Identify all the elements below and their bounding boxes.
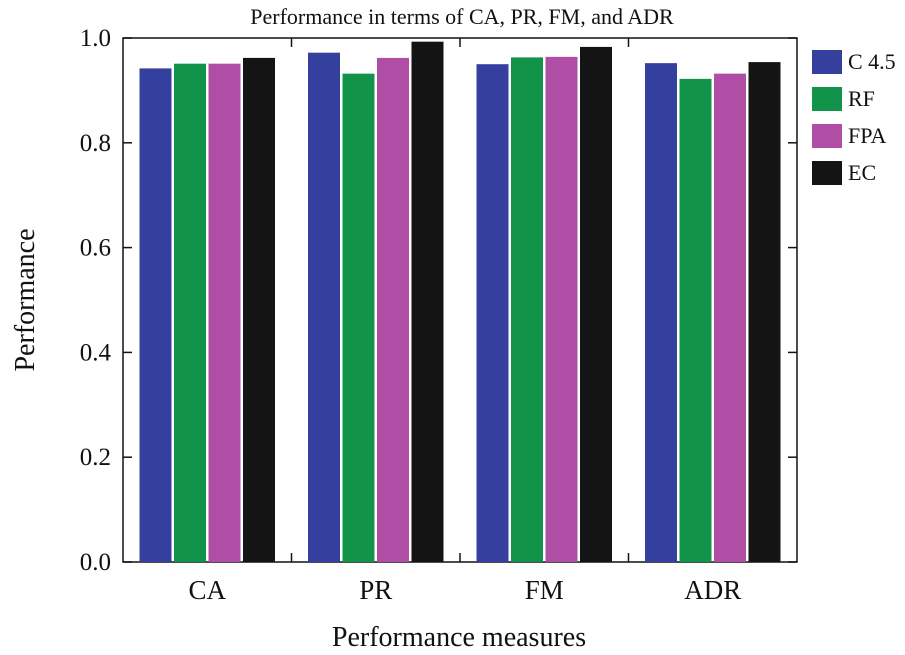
bar-pr-c45: [308, 52, 340, 563]
bar-fm-rf: [511, 57, 543, 562]
x-tick-label: FM: [525, 575, 564, 605]
bar-fm-ec: [580, 46, 612, 562]
chart-title: Performance in terms of CA, PR, FM, and …: [250, 4, 674, 29]
bar-ca-rf: [174, 63, 206, 563]
bar-adr-rf: [679, 78, 712, 562]
x-axis-title: Performance measures: [332, 622, 586, 653]
bar-ca-fpa: [208, 63, 241, 563]
legend-label: C 4.5: [848, 49, 896, 74]
bar-fm-c45: [476, 64, 509, 562]
bar-pr-ec: [411, 41, 444, 563]
legend-swatch: [812, 161, 842, 185]
legend-swatch: [812, 50, 842, 74]
y-tick-label: 0.6: [80, 235, 111, 262]
legend-swatch: [812, 87, 842, 111]
x-tick-label: CA: [188, 575, 226, 605]
bars: [139, 41, 781, 563]
legend-label: EC: [848, 160, 876, 185]
bar-adr-ec: [748, 62, 781, 562]
bar-ca-ec: [243, 57, 275, 563]
bar-adr-c45: [645, 63, 677, 562]
bar-fm-fpa: [545, 56, 578, 562]
legend-label: RF: [848, 86, 875, 111]
bar-ca-c45: [139, 68, 172, 562]
legend-label: FPA: [848, 123, 886, 148]
y-tick-label: 1.0: [80, 25, 111, 52]
bar-pr-rf: [342, 73, 375, 563]
x-tick-label: ADR: [684, 575, 741, 605]
y-axis-title: Performance: [10, 228, 41, 371]
bar-adr-fpa: [714, 73, 746, 563]
y-tick-label: 0.2: [80, 444, 111, 471]
bar-pr-fpa: [377, 57, 409, 563]
y-tick-label: 0.4: [80, 339, 112, 366]
y-axis: 0.0 0.2 0.4 0.6 0.8 1.0: [80, 25, 797, 576]
legend-swatch: [812, 124, 842, 148]
y-tick-label: 0.0: [80, 549, 111, 576]
legend: C 4.5 RF FPA EC: [812, 49, 896, 185]
x-tick-label: PR: [359, 575, 392, 605]
y-tick-label: 0.8: [80, 130, 111, 157]
x-axis: CA PR FM ADR: [188, 38, 741, 605]
